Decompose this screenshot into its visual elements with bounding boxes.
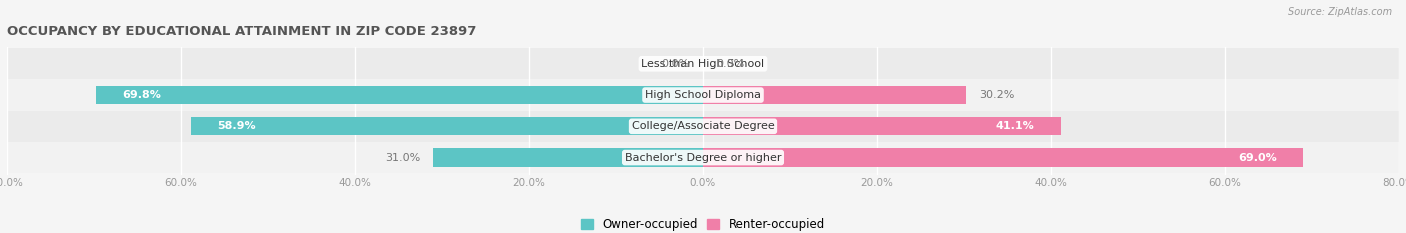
Text: OCCUPANCY BY EDUCATIONAL ATTAINMENT IN ZIP CODE 23897: OCCUPANCY BY EDUCATIONAL ATTAINMENT IN Z…	[7, 25, 477, 38]
Text: 0.0%: 0.0%	[662, 59, 690, 69]
Bar	[191, 117, 703, 135]
Text: College/Associate Degree: College/Associate Degree	[631, 121, 775, 131]
Text: 69.8%: 69.8%	[122, 90, 160, 100]
Bar	[703, 148, 1303, 167]
Text: Source: ZipAtlas.com: Source: ZipAtlas.com	[1288, 7, 1392, 17]
Text: 58.9%: 58.9%	[217, 121, 256, 131]
Text: Less than High School: Less than High School	[641, 59, 765, 69]
Text: 31.0%: 31.0%	[385, 153, 420, 163]
Bar	[7, 111, 1399, 142]
Text: 0.0%: 0.0%	[716, 59, 744, 69]
Bar	[7, 48, 1399, 79]
Text: 41.1%: 41.1%	[995, 121, 1035, 131]
Text: 69.0%: 69.0%	[1239, 153, 1277, 163]
Legend: Owner-occupied, Renter-occupied: Owner-occupied, Renter-occupied	[576, 213, 830, 233]
Bar	[7, 142, 1399, 173]
Text: 30.2%: 30.2%	[979, 90, 1014, 100]
Bar	[703, 117, 1060, 135]
Bar	[7, 79, 1399, 111]
Bar	[96, 86, 703, 104]
Bar	[703, 86, 966, 104]
Text: Bachelor's Degree or higher: Bachelor's Degree or higher	[624, 153, 782, 163]
Text: High School Diploma: High School Diploma	[645, 90, 761, 100]
Bar	[433, 148, 703, 167]
